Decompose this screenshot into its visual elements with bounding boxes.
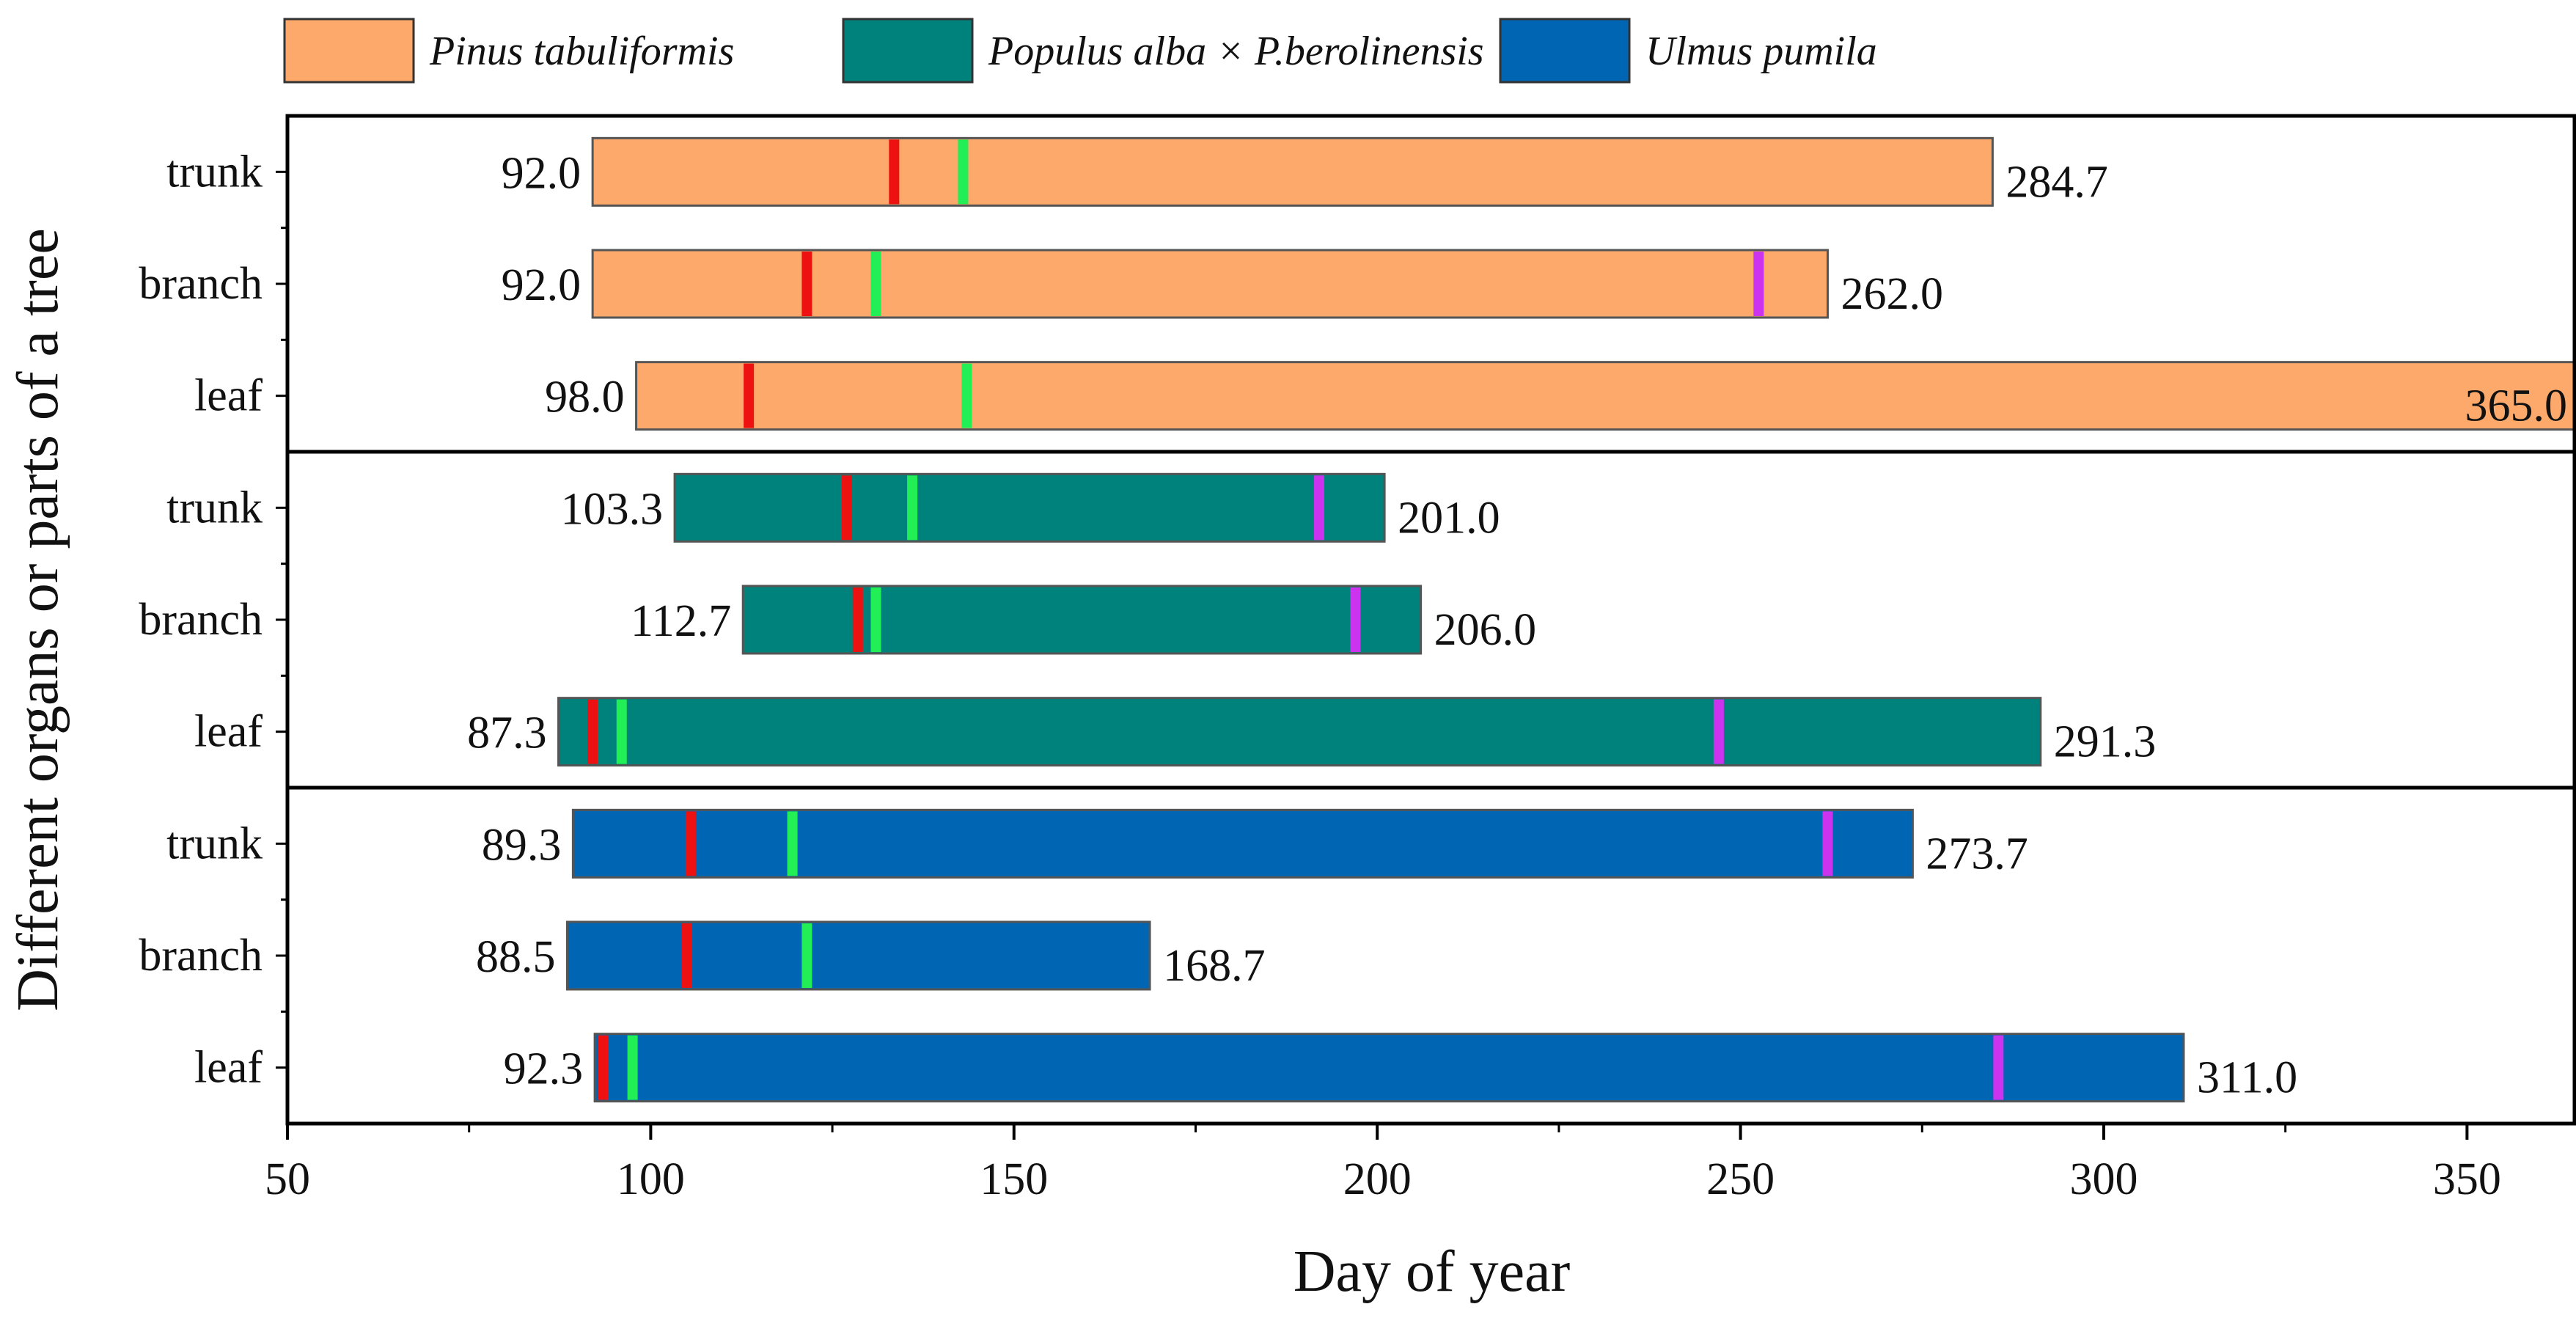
start-value-label: 92.3 <box>504 1044 584 1094</box>
marker-green-3-leaf <box>627 1035 638 1100</box>
marker-red-1-trunk <box>889 139 900 205</box>
range-bar-3-branch <box>565 920 1151 991</box>
marker-red-3-branch <box>681 923 692 988</box>
marker-magenta-3-leaf <box>1993 1035 2004 1100</box>
end-value-label: 284.7 <box>2006 157 2108 207</box>
marker-red-1-branch <box>801 252 812 316</box>
marker-green-1-trunk <box>958 139 969 205</box>
range-bar-3-trunk <box>571 808 1914 879</box>
marker-green-2-trunk <box>907 475 918 541</box>
y-tick-label-leaf: leaf <box>194 707 263 757</box>
range-bar-1-branch <box>591 249 1829 319</box>
y-tick-label-branch: branch <box>139 595 263 645</box>
marker-green-2-branch <box>870 587 881 652</box>
end-value-label: 168.7 <box>1163 941 1266 991</box>
legend-label-1: Pinus tabuliformis <box>429 29 734 74</box>
range-bar-2-trunk <box>673 472 1386 543</box>
end-value-label: 262.0 <box>1841 269 1943 319</box>
marker-green-3-branch <box>801 923 812 988</box>
y-tick-label-leaf: leaf <box>194 1043 263 1093</box>
end-value-label: 311.0 <box>2197 1053 2297 1103</box>
x-tick-label: 350 <box>2433 1154 2501 1204</box>
y-axis-title: Different organs or parts of a tree <box>6 228 70 1011</box>
end-value-label: 201.0 <box>1398 493 1500 543</box>
marker-magenta-2-leaf <box>1713 699 1724 764</box>
marker-magenta-1-branch <box>1753 252 1764 316</box>
marker-red-2-leaf <box>587 699 598 764</box>
x-tick-label: 250 <box>1706 1154 1775 1204</box>
marker-green-1-leaf <box>961 363 972 428</box>
marker-green-2-leaf <box>616 699 627 764</box>
range-bar-2-leaf <box>557 697 2042 767</box>
y-tick-label-branch: branch <box>139 259 263 309</box>
legend-swatch-2 <box>842 18 974 84</box>
end-value-label: 291.3 <box>2054 717 2157 767</box>
y-tick-label-trunk: trunk <box>166 483 263 532</box>
y-tick-label-leaf: leaf <box>194 371 263 421</box>
y-tick-label-trunk: trunk <box>166 818 263 868</box>
marker-green-1-branch <box>870 252 881 316</box>
end-value-label: 206.0 <box>1434 605 1537 655</box>
range-bar-1-trunk <box>591 136 1994 207</box>
marker-red-2-trunk <box>841 475 852 541</box>
legend-swatch-3 <box>1499 18 1631 84</box>
legend: Pinus tabuliformis Populus alba × P.berol… <box>283 18 1877 84</box>
marker-magenta-2-trunk <box>1313 475 1324 541</box>
start-value-label: 92.0 <box>502 260 581 310</box>
legend-label-3: Ulmus pumila <box>1645 29 1877 74</box>
marker-green-3-trunk <box>787 811 798 876</box>
start-value-label: 87.3 <box>467 708 547 758</box>
legend-swatch-1 <box>283 18 415 84</box>
range-bar-2-branch <box>741 585 1423 655</box>
start-value-label: 103.3 <box>561 484 664 534</box>
axes: trunk branch leaf trunk branch leaf trunk branc… <box>139 114 2576 1204</box>
end-value-label: 365.0 <box>2465 381 2568 431</box>
start-value-label: 92.0 <box>502 148 581 198</box>
x-tick-label: 50 <box>265 1154 310 1204</box>
marker-red-1-leaf <box>744 363 755 428</box>
plot-area: 92.0 284.7 92.0 262.0 98.0 365.0 103.3 201.0 112… <box>467 136 2576 1103</box>
marker-red-3-leaf <box>598 1035 609 1100</box>
start-value-label: 112.7 <box>631 596 731 646</box>
x-tick-label: 150 <box>980 1154 1048 1204</box>
x-tick-label: 200 <box>1343 1154 1412 1204</box>
marker-red-2-branch <box>852 587 863 652</box>
plot-frame <box>285 114 2576 1126</box>
marker-magenta-2-branch <box>1350 587 1361 652</box>
x-tick-label: 100 <box>617 1154 685 1204</box>
y-tick-label-branch: branch <box>139 931 263 981</box>
start-value-label: 89.3 <box>482 820 562 870</box>
end-value-label: 273.7 <box>1926 829 2028 879</box>
x-axis-title: Day of year <box>1293 1239 1571 1304</box>
start-value-label: 88.5 <box>476 932 556 982</box>
marker-red-3-trunk <box>685 811 696 876</box>
start-value-label: 98.0 <box>545 373 625 422</box>
y-tick-label-trunk: trunk <box>166 147 263 197</box>
legend-label-2: Populus alba × P.berolinensis <box>988 29 1484 74</box>
range-bar-1-leaf <box>635 361 2576 431</box>
x-tick-label: 300 <box>2069 1154 2138 1204</box>
marker-magenta-3-trunk <box>1822 811 1833 876</box>
range-bar-3-leaf <box>593 1033 2185 1103</box>
